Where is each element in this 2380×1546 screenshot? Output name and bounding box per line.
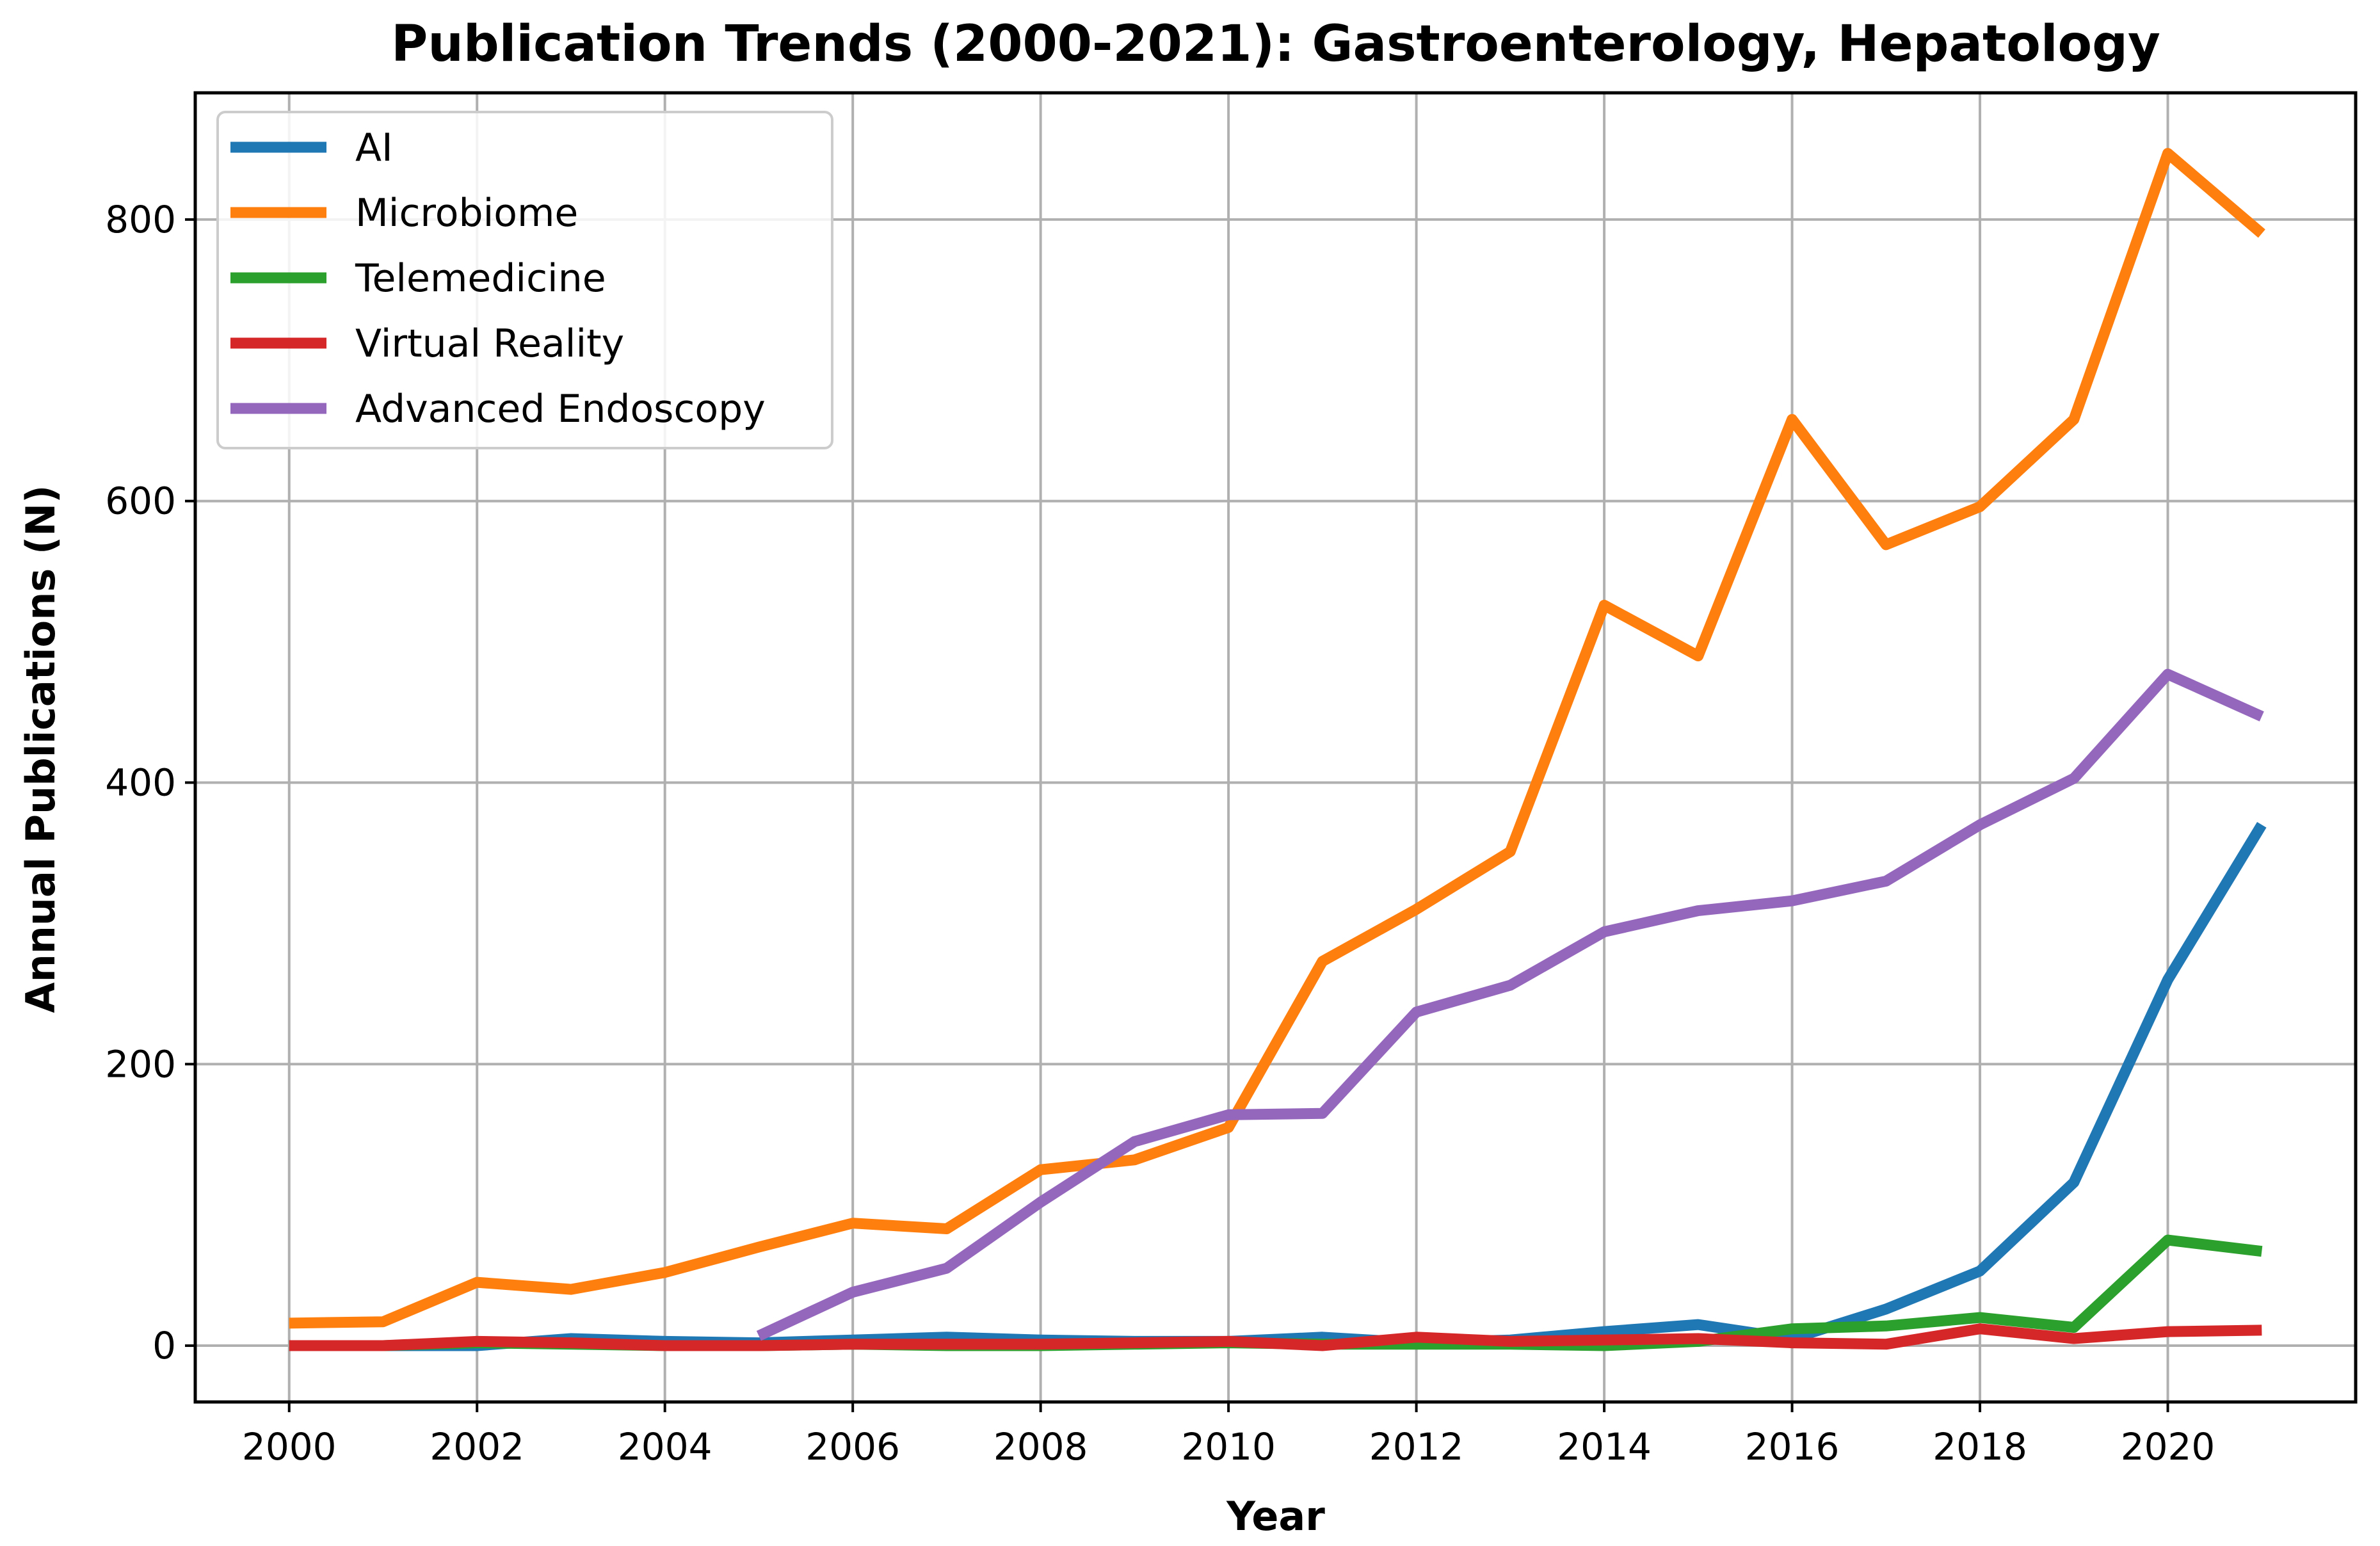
legend: AI Microbiome Telemedicine Virtual Reality A… — [216, 111, 833, 449]
series-line-virtual-reality — [289, 1323, 2262, 1351]
series-line-advanced-endoscopy — [756, 668, 2264, 1341]
x-tick-label: 2012 — [1369, 1425, 1464, 1469]
series-lines — [289, 148, 2267, 1351]
y-tick-label: 200 — [105, 1042, 176, 1086]
x-axis-label: Year — [1226, 1493, 1325, 1540]
x-tick-label: 2014 — [1557, 1425, 1652, 1469]
legend-label-telemedicine: Telemedicine — [355, 256, 606, 301]
y-tick-label: 600 — [105, 479, 176, 523]
legend-label-ai: AI — [355, 125, 393, 170]
x-tick-label: 2002 — [430, 1425, 524, 1469]
y-tick-label: 400 — [105, 761, 176, 804]
y-tick-label: 0 — [152, 1324, 176, 1367]
legend-box — [216, 111, 833, 449]
x-tick-label: 2010 — [1181, 1425, 1276, 1469]
y-axis-label: Annual Publications (N) — [17, 485, 64, 1013]
x-tick-label: 2016 — [1745, 1425, 1840, 1469]
chart-title: Publication Trends (2000-2021): Gastroen… — [391, 15, 2160, 73]
legend-label-microbiome: Microbiome — [355, 191, 578, 236]
legend-label-advanced-endoscopy: Advanced Endoscopy — [355, 387, 766, 431]
x-tick-label: 2004 — [618, 1425, 712, 1469]
axis-ticks: 2000 2002 2004 2006 2008 2010 2012 2014 2016 2018… — [105, 198, 2215, 1469]
x-tick-label: 2008 — [993, 1425, 1088, 1469]
x-tick-label: 2000 — [242, 1425, 337, 1469]
legend-label-virtual-reality: Virtual Reality — [355, 321, 624, 366]
x-tick-label: 2006 — [805, 1425, 900, 1469]
y-tick-label: 800 — [105, 198, 176, 241]
series-line-microbiome — [289, 148, 2265, 1329]
x-tick-label: 2020 — [2121, 1425, 2215, 1469]
plot-frame — [193, 91, 2358, 1404]
x-tick-label: 2018 — [1933, 1425, 2027, 1469]
